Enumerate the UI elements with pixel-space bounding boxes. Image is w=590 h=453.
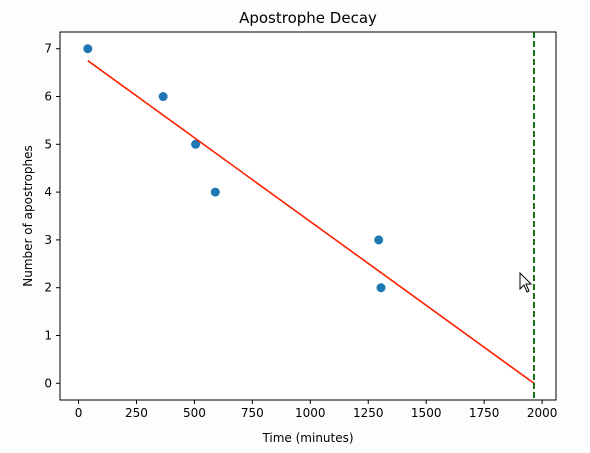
y-tick-label: 4 bbox=[44, 185, 52, 199]
y-tick-label: 1 bbox=[44, 328, 52, 342]
y-tick-label: 5 bbox=[44, 137, 52, 151]
y-axis-label: Number of apostrophes bbox=[21, 145, 35, 287]
fit-line bbox=[87, 60, 535, 384]
x-tick-label: 1500 bbox=[411, 406, 442, 420]
data-point bbox=[374, 235, 384, 245]
x-tick-label: 1250 bbox=[353, 406, 384, 420]
data-point bbox=[376, 283, 386, 293]
y-tick-label: 6 bbox=[44, 90, 52, 104]
y-tick-label: 7 bbox=[44, 42, 52, 56]
x-axis-label: Time (minutes) bbox=[261, 431, 353, 445]
x-tick-label: 1000 bbox=[295, 406, 326, 420]
x-tick-label: 250 bbox=[125, 406, 148, 420]
x-tick-label: 0 bbox=[75, 406, 83, 420]
y-tick-label: 0 bbox=[44, 376, 52, 390]
x-tick-label: 2000 bbox=[527, 406, 558, 420]
x-tick-label: 750 bbox=[241, 406, 264, 420]
data-point bbox=[210, 187, 220, 197]
x-axis: 0 250 500 750 1000 1250 1500 1750 2000 bbox=[75, 400, 558, 420]
y-axis: 0 1 2 3 4 5 6 7 bbox=[44, 42, 60, 390]
x-tick-label: 500 bbox=[183, 406, 206, 420]
data-point bbox=[158, 92, 168, 102]
data-point bbox=[191, 139, 201, 149]
mouse-cursor-icon bbox=[519, 272, 533, 293]
y-tick-label: 2 bbox=[44, 281, 52, 295]
y-tick-label: 3 bbox=[44, 233, 52, 247]
data-layer bbox=[83, 32, 535, 400]
data-point bbox=[83, 44, 93, 54]
chart-title: Apostrophe Decay bbox=[239, 9, 377, 27]
x-tick-label: 1750 bbox=[469, 406, 500, 420]
